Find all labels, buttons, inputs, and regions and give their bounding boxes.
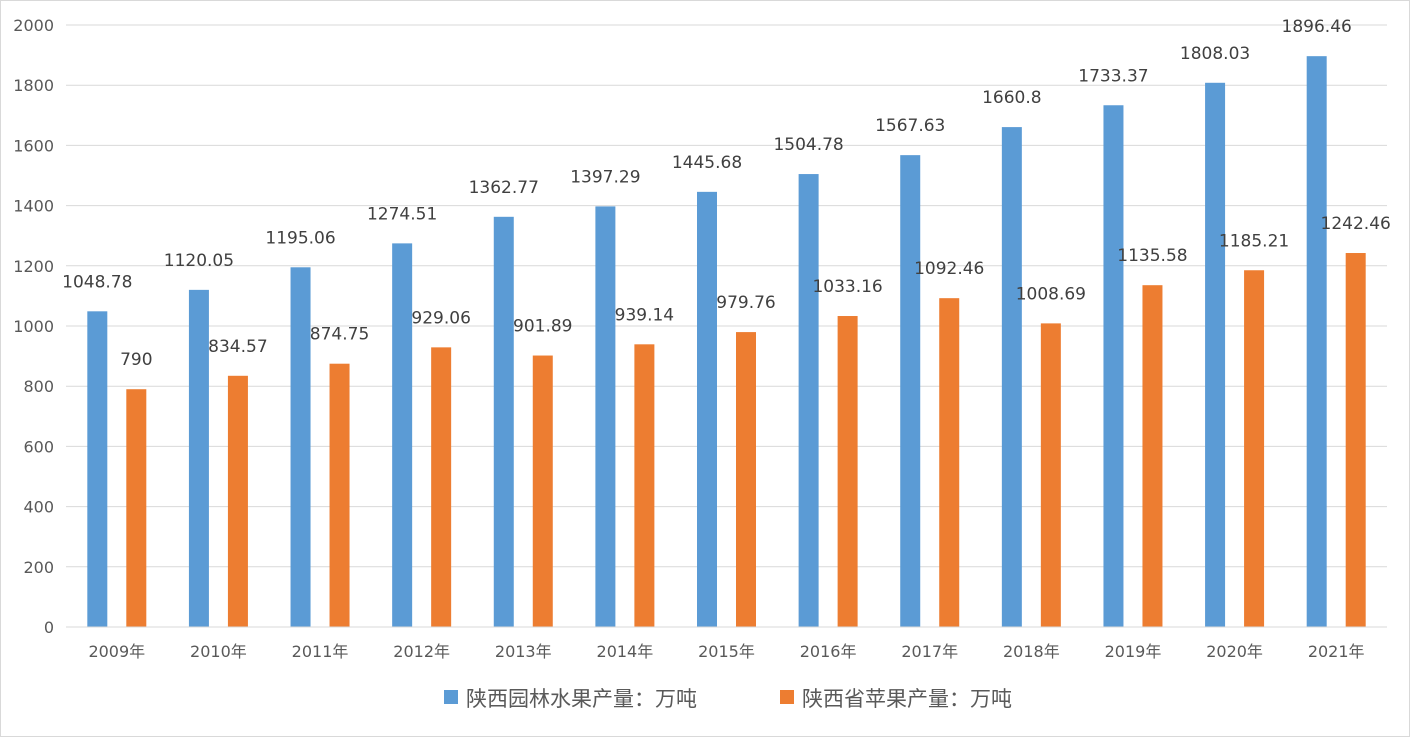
data-label: 1660.8	[982, 88, 1041, 108]
bar-fruit-2013年	[493, 216, 514, 628]
data-label: 1808.03	[1180, 44, 1250, 64]
y-tick-label: 1400	[13, 197, 54, 216]
y-tick-label: 1600	[13, 136, 54, 155]
data-label: 1092.46	[914, 259, 984, 279]
x-axis-ticks: 2009年 2010年 2011年 2012年 2013年 2014年 2015年 2016年…	[88, 642, 1364, 661]
data-labels: 1048.78 790 1120.05 834.57 1195.06 874.75 1274…	[62, 17, 1391, 370]
x-tick-label: 2010年	[190, 642, 247, 661]
bar-fruit-2009年	[87, 311, 108, 627]
data-label: 834.57	[208, 337, 267, 357]
bar-fruit-2020年	[1205, 82, 1226, 628]
bar-fruit-2017年	[900, 155, 921, 627]
y-tick-label: 400	[23, 498, 54, 517]
data-label: 979.76	[716, 293, 775, 313]
x-tick-label: 2015年	[698, 642, 755, 661]
legend-swatch-fruit	[444, 690, 458, 704]
data-label: 1274.51	[367, 204, 437, 224]
bar-apple-2018年	[1040, 323, 1061, 627]
bar-apple-2019年	[1142, 285, 1163, 627]
data-label: 1033.16	[812, 277, 882, 297]
x-tick-label: 2021年	[1308, 642, 1365, 661]
bar-fruit-2015年	[697, 191, 717, 627]
data-label: 1008.69	[1016, 284, 1086, 304]
legend-label-apple: 陕西省苹果产量：万吨	[802, 687, 1012, 711]
data-label: 1185.21	[1219, 231, 1289, 251]
y-tick-label: 0	[44, 618, 54, 637]
x-tick-label: 2020年	[1206, 642, 1263, 661]
x-tick-label: 2009年	[88, 642, 145, 661]
data-label: 929.06	[411, 308, 470, 328]
bar-apple-2014年	[634, 344, 655, 627]
y-tick-label: 1200	[13, 257, 54, 276]
y-tick-label: 1800	[13, 76, 54, 95]
bar-apple-2010年	[227, 375, 248, 627]
bar-fruit-2021年	[1306, 56, 1327, 628]
bar-fruit-2011年	[290, 267, 311, 627]
bar-fruit-2018年	[1001, 127, 1022, 628]
data-label: 1445.68	[672, 153, 742, 173]
data-label: 1733.37	[1078, 66, 1148, 86]
x-tick-label: 2012年	[393, 642, 450, 661]
data-label: 939.14	[615, 305, 674, 325]
data-label: 1362.77	[469, 178, 539, 198]
data-label: 1135.58	[1117, 246, 1187, 266]
y-tick-label: 600	[23, 437, 54, 456]
data-label: 790	[120, 350, 152, 370]
data-label: 901.89	[513, 317, 572, 337]
bars	[87, 56, 1366, 628]
x-tick-label: 2018年	[1003, 642, 1060, 661]
bar-fruit-2016年	[798, 174, 819, 627]
y-axis-ticks: 0 200 400 600 800 1000 1200 1400 1600 1800 2000	[13, 16, 54, 637]
bar-fruit-2019年	[1103, 105, 1124, 628]
bar-apple-2017年	[939, 298, 960, 627]
data-label: 1195.06	[265, 228, 335, 248]
bar-apple-2016年	[837, 316, 858, 627]
data-label: 1567.63	[875, 116, 945, 136]
bar-apple-2021年	[1345, 253, 1366, 628]
x-tick-label: 2013年	[495, 642, 552, 661]
bar-fruit-2010年	[188, 289, 209, 627]
legend-label-fruit: 陕西园林水果产量：万吨	[466, 687, 697, 711]
y-tick-label: 800	[23, 377, 54, 396]
data-label: 1397.29	[570, 167, 640, 187]
bar-apple-2020年	[1244, 270, 1265, 627]
data-label: 874.75	[310, 325, 369, 345]
data-label: 1120.05	[164, 251, 234, 271]
bar-apple-2012年	[431, 347, 452, 627]
data-label: 1896.46	[1282, 17, 1352, 37]
bar-fruit-2012年	[392, 243, 413, 627]
bar-fruit-2014年	[595, 206, 616, 627]
x-tick-label: 2016年	[800, 642, 857, 661]
data-label: 1048.78	[62, 272, 132, 292]
x-tick-label: 2014年	[597, 642, 654, 661]
y-tick-label: 200	[23, 558, 54, 577]
y-tick-label: 1000	[13, 317, 54, 336]
legend: 陕西园林水果产量：万吨 陕西省苹果产量：万吨	[444, 687, 1012, 711]
gridlines	[66, 24, 1387, 568]
bar-apple-2013年	[532, 355, 553, 627]
data-label: 1504.78	[773, 135, 843, 155]
x-tick-label: 2019年	[1105, 642, 1162, 661]
x-tick-label: 2011年	[292, 642, 349, 661]
bar-apple-2015年	[736, 332, 756, 627]
bar-apple-2009年	[126, 389, 147, 627]
legend-swatch-apple	[780, 690, 794, 704]
y-tick-label: 2000	[13, 16, 54, 35]
x-tick-label: 2017年	[901, 642, 958, 661]
data-label: 1242.46	[1321, 214, 1391, 234]
bar-apple-2011年	[329, 363, 350, 627]
